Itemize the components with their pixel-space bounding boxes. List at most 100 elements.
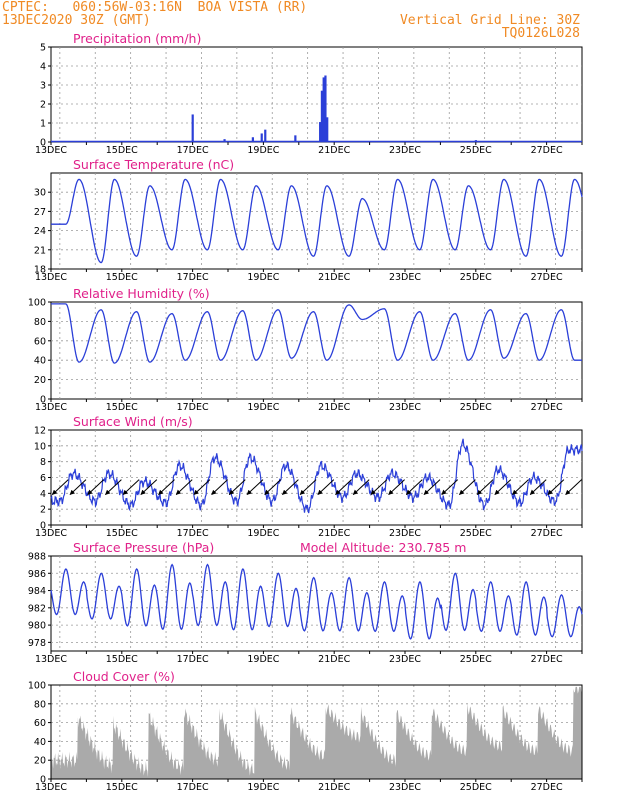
- pressure-ytick-label: 980: [28, 621, 46, 632]
- temperature-xtick-label: 21DEC: [318, 272, 350, 283]
- precip-title: Precipitation (mm/h): [73, 31, 201, 46]
- cloud-ytick-label: 60: [34, 718, 46, 729]
- wind-ytick-label: 2: [40, 505, 46, 516]
- precip-bar: [326, 117, 329, 142]
- wind-direction-arrow: [423, 479, 441, 495]
- wind-ytick-label: 0: [40, 521, 46, 532]
- humidity-xtick-label: 15DEC: [106, 402, 138, 413]
- humidity-ytick-label: 0: [40, 395, 46, 406]
- header-model-id: TQ0126L028: [501, 26, 580, 41]
- humidity-ytick-label: 100: [28, 298, 46, 309]
- wind-xtick-label: 17DEC: [177, 528, 209, 539]
- humidity-title: Relative Humidity (%): [73, 286, 210, 301]
- temperature-ytick-label: 27: [34, 207, 46, 218]
- temperature-ytick-label: 30: [34, 188, 46, 199]
- precip-ytick-label: 3: [40, 81, 46, 92]
- humidity-ytick-label: 60: [34, 336, 46, 347]
- wind-direction-arrow: [405, 479, 423, 495]
- panel-temperature: 18 21 24 27 30 13DEC 15DEC 17DEC 19DEC 21DEC 23DEC…: [34, 157, 583, 283]
- wind-direction-arrow: [158, 479, 175, 495]
- wind-direction-arrow: [388, 479, 405, 495]
- wind-xtick-label: 13DEC: [35, 528, 67, 539]
- humidity-xtick-label: 13DEC: [35, 402, 67, 413]
- wind-direction-arrow: [51, 479, 69, 495]
- wind-direction-arrow: [282, 479, 299, 495]
- wind-direction-arrow: [529, 479, 547, 495]
- precip-frame: [50, 46, 583, 143]
- pressure-xtick-label: 19DEC: [247, 654, 279, 665]
- wind-direction-arrow: [441, 479, 459, 495]
- temperature-title: Surface Temperature (nC): [73, 157, 234, 172]
- wind-direction-arrow: [105, 479, 122, 495]
- humidity-xtick-label: 19DEC: [247, 402, 279, 413]
- temperature-xtick-label: 25DEC: [460, 272, 492, 283]
- humidity-ytick-label: 40: [34, 356, 46, 367]
- precip-xtick-label: 23DEC: [389, 145, 421, 156]
- wind-direction-arrow: [547, 479, 565, 495]
- wind-ytick-label: 6: [40, 473, 46, 484]
- temperature-xtick-label: 19DEC: [247, 272, 279, 283]
- wind-direction-arrow: [476, 479, 494, 495]
- cloud-ytick-label: 100: [28, 681, 46, 692]
- wind-direction-arrow: [193, 479, 211, 495]
- wind-speed-line: [50, 438, 583, 514]
- precip-bar: [320, 90, 324, 142]
- cloud-frame-overlay: [50, 684, 583, 780]
- wind-direction-arrow: [140, 479, 158, 495]
- temperature-ytick-label: 18: [34, 265, 46, 276]
- wind-direction-arrow: [335, 479, 352, 495]
- precip-bar: [251, 137, 254, 142]
- temperature-ytick-label: 21: [34, 245, 46, 256]
- wind-xtick-label: 19DEC: [247, 528, 279, 539]
- wind-xtick-label: 15DEC: [106, 528, 138, 539]
- wind-direction-arrow: [246, 479, 264, 495]
- cloud-ytick-label: 0: [40, 775, 46, 786]
- cloud-xtick-label: 21DEC: [318, 782, 350, 793]
- panel-cloud: 0 20 40 60 80 100 13DEC 15DEC 17DEC 19DEC 21DEC 23D…: [28, 669, 583, 793]
- pressure-ytick-label: 982: [28, 603, 46, 614]
- wind-xtick-label: 27DEC: [531, 528, 563, 539]
- precip-bar: [191, 114, 194, 142]
- pressure-xtick-label: 27DEC: [531, 654, 563, 665]
- pressure-xtick-label: 17DEC: [177, 654, 209, 665]
- pressure-line: [50, 563, 583, 640]
- precip-xtick-label: 27DEC: [531, 145, 563, 156]
- temperature-line: [51, 178, 583, 264]
- pressure-ytick-label: 978: [28, 638, 46, 649]
- precip-bar: [260, 133, 263, 142]
- precip-xtick-label: 21DEC: [318, 145, 350, 156]
- cloud-xtick-label: 23DEC: [389, 782, 421, 793]
- precip-ytick-label: 4: [40, 62, 46, 73]
- cloud-xtick-label: 13DEC: [35, 782, 67, 793]
- wind-direction-arrow: [228, 479, 246, 495]
- cloud-title: Cloud Cover (%): [73, 669, 175, 684]
- pressure-xtick-label: 21DEC: [318, 654, 350, 665]
- precip-xtick-label: 25DEC: [460, 145, 492, 156]
- wind-direction-arrow: [299, 479, 317, 495]
- cloud-xtick-label: 25DEC: [460, 782, 492, 793]
- pressure-xtick-label: 13DEC: [35, 654, 67, 665]
- temperature-xtick-label: 15DEC: [106, 272, 138, 283]
- humidity-ytick-label: 20: [34, 375, 46, 386]
- precip-xtick-label: 17DEC: [177, 145, 209, 156]
- precip-bar: [322, 77, 325, 142]
- wind-xtick-label: 23DEC: [389, 528, 421, 539]
- panel-pressure: 978 980 982 984 986 988 13DEC 15DEC 17DEC 19DEC 21…: [28, 540, 583, 665]
- wind-ytick-label: 4: [40, 489, 46, 500]
- humidity-line: [51, 303, 582, 364]
- precip-xtick-label: 19DEC: [247, 145, 279, 156]
- wind-title: Surface Wind (m/s): [73, 414, 193, 429]
- cloud-ytick-label: 20: [34, 756, 46, 767]
- precip-bar: [324, 75, 327, 142]
- temperature-xtick-label: 13DEC: [35, 272, 67, 283]
- precip-ytick-label: 5: [40, 43, 46, 54]
- precip-bar: [223, 139, 226, 142]
- pressure-ytick-label: 988: [28, 552, 46, 563]
- header-station: CPTEC: 060:56W-03:16N BOA VISTA (RR): [2, 0, 308, 15]
- pressure-frame: [50, 555, 583, 652]
- wind-direction-arrow: [87, 479, 105, 495]
- humidity-xtick-label: 21DEC: [318, 402, 350, 413]
- precip-ytick-label: 0: [40, 138, 46, 149]
- humidity-xtick-label: 23DEC: [389, 402, 421, 413]
- wind-ytick-label: 8: [40, 457, 46, 468]
